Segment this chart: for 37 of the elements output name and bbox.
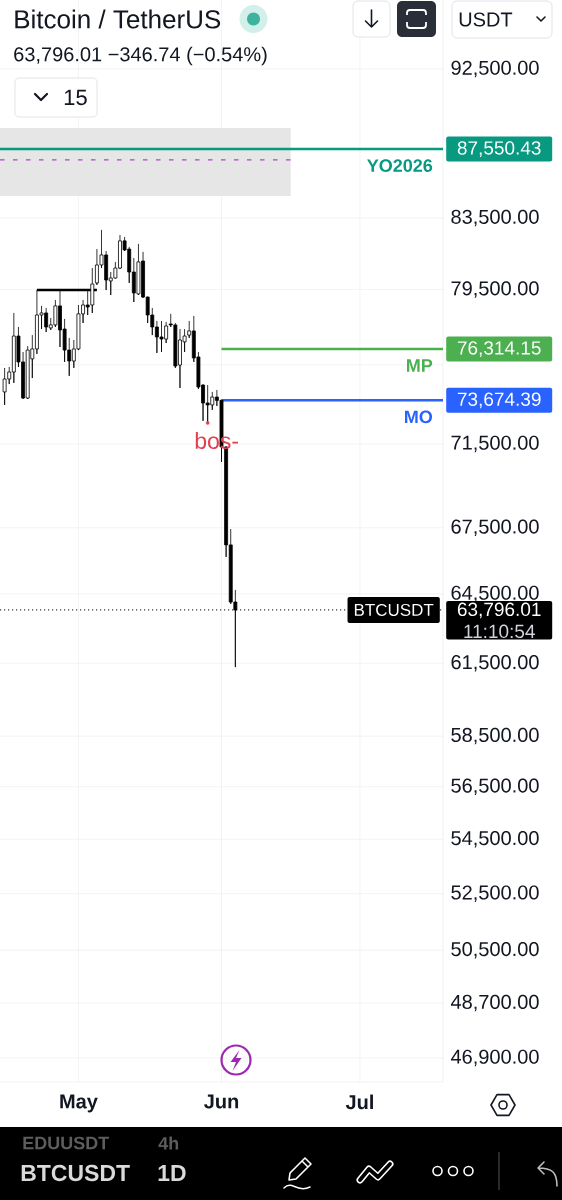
y-tick-label: 56,500.00 xyxy=(451,778,539,796)
y-tick-label: 58,500.00 xyxy=(451,727,539,745)
y-tick-label: 64,500.00 xyxy=(451,585,539,603)
ref-line-label: YO2026 xyxy=(367,159,433,172)
text: 11:10:54 xyxy=(464,624,535,639)
text: 73,674.39 xyxy=(457,392,541,409)
y-tick-label: 67,500.00 xyxy=(451,519,539,537)
y-tick-label: 71,500.00 xyxy=(451,435,539,453)
text: 4h xyxy=(158,1136,179,1150)
text: USDT xyxy=(459,12,513,27)
x-tick-label: Jun xyxy=(204,1094,239,1109)
ref-line-label: BTCUSDT xyxy=(354,603,434,616)
text: EDUUSDT xyxy=(23,1136,109,1150)
text: 1D xyxy=(158,1165,186,1181)
series-label: MP xyxy=(407,359,433,372)
text: 76,314.15 xyxy=(457,341,541,357)
text: 63,796.01 xyxy=(457,602,541,619)
candlestick xyxy=(2,367,7,406)
y-tick-label: 92,500.00 xyxy=(451,60,539,78)
annotation: 63,796.01 −346.74 (−0.54%) xyxy=(14,46,267,66)
y-tick-label: 52,500.00 xyxy=(451,885,539,902)
y-tick-label: 79,500.00 xyxy=(451,281,539,298)
y-tick-label: 83,500.00 xyxy=(451,209,539,227)
y-tick-label: 54,500.00 xyxy=(451,830,539,848)
y-tick-label: 61,500.00 xyxy=(451,655,539,672)
candlestick xyxy=(159,320,164,353)
chart-title: Bitcoin / TetherUS xyxy=(15,9,221,29)
x-tick-label: May xyxy=(60,1094,98,1113)
y-tick-label: 48,700.00 xyxy=(450,994,539,1012)
y-tick-label: 46,900.00 xyxy=(450,1049,539,1067)
text: 87,550.43 xyxy=(457,141,541,157)
candlestick xyxy=(205,384,210,424)
series-label: MO xyxy=(405,410,433,424)
y-tick-label: 50,500.00 xyxy=(451,941,539,959)
text: BTCUSDT xyxy=(21,1164,130,1182)
annotation: 15 xyxy=(64,89,87,106)
x-tick-label: Jul xyxy=(345,1094,373,1110)
